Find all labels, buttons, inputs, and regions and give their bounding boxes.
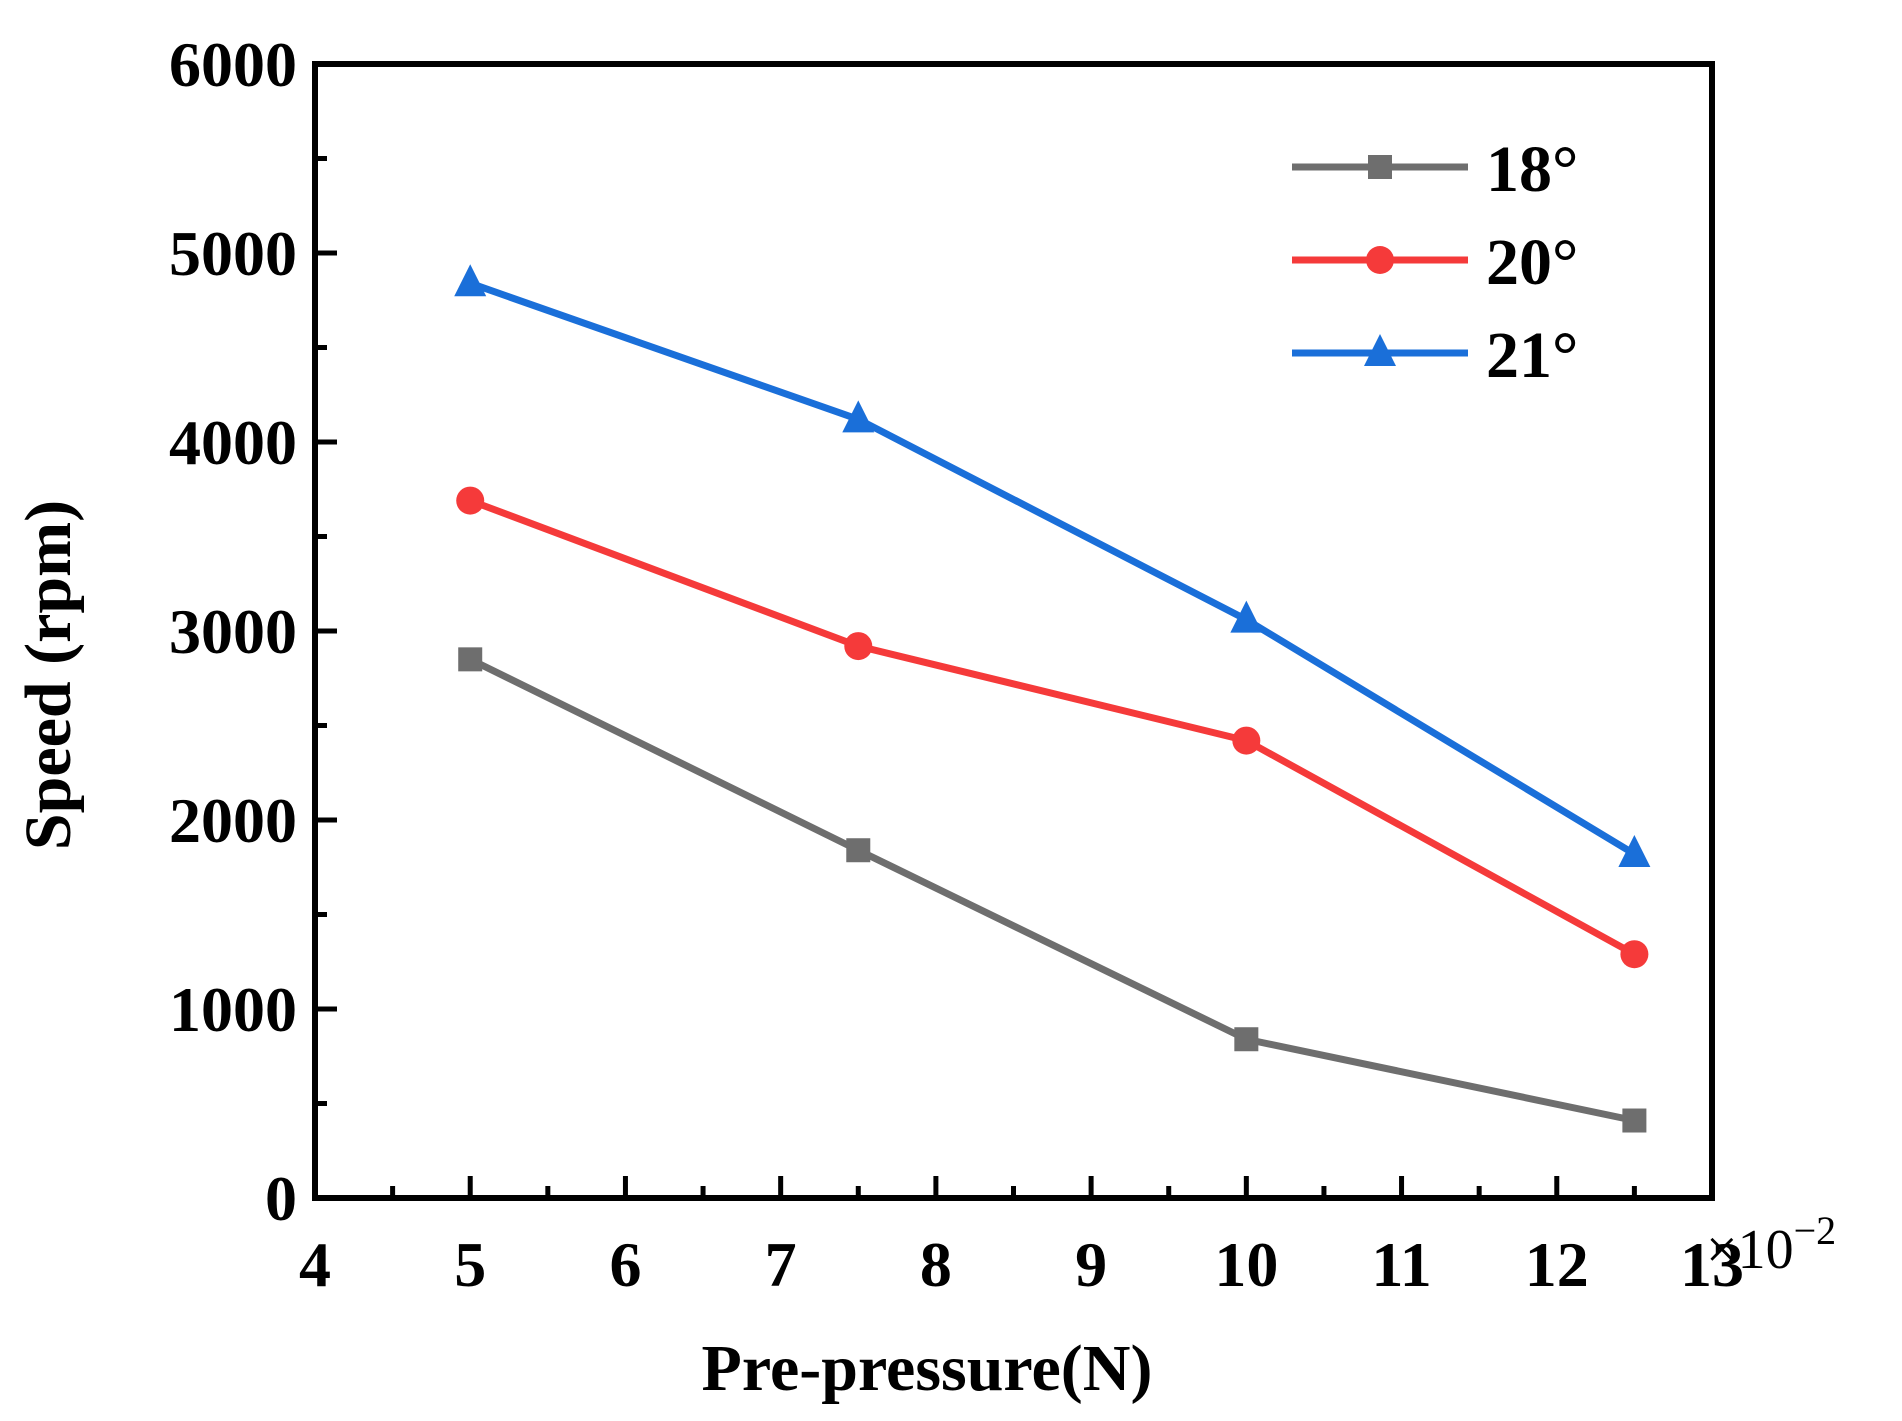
data-point (456, 486, 485, 515)
legend-item: 21° (1292, 319, 1578, 392)
y-axis-title: Speed (rpm) (12, 500, 85, 850)
legend-item: 20° (1292, 226, 1578, 299)
legend-item: 18° (1292, 133, 1578, 206)
x-tick-label: 4 (299, 1229, 331, 1300)
x-multiplier-exponent: −2 (1794, 1208, 1837, 1253)
legend-label: 18° (1486, 133, 1578, 206)
x-tick-label: 5 (454, 1229, 486, 1300)
y-tick-label: 5000 (169, 218, 297, 289)
x-axis-multiplier: ×10−2 (1706, 1208, 1836, 1281)
data-point (454, 264, 487, 297)
series-20deg (456, 486, 1649, 969)
data-point (1230, 600, 1263, 633)
series-18deg (458, 647, 1647, 1133)
data-point (842, 400, 875, 433)
y-tick-label: 2000 (169, 785, 297, 856)
data-point (1232, 726, 1261, 755)
data-point (458, 647, 483, 672)
x-tick-label: 8 (920, 1229, 952, 1300)
data-point (1620, 940, 1649, 969)
x-multiplier-base: ×10 (1706, 1219, 1794, 1281)
legend-marker (1366, 246, 1394, 274)
y-tick-label: 0 (265, 1163, 297, 1234)
x-tick-label: 12 (1525, 1229, 1589, 1300)
y-tick-label: 1000 (169, 974, 297, 1045)
x-tick-label: 6 (609, 1229, 641, 1300)
series-line (469, 279, 1637, 858)
x-tick-label: 10 (1214, 1229, 1278, 1300)
y-tick-label: 4000 (169, 407, 297, 478)
series-line (468, 656, 1636, 1124)
series-21deg (454, 264, 1651, 868)
legend-label: 20° (1486, 226, 1578, 299)
y-tick-label: 3000 (169, 596, 297, 667)
x-tick-label: 7 (765, 1229, 797, 1300)
x-tick-label: 13 (1680, 1229, 1744, 1300)
data-point (1622, 1108, 1647, 1133)
data-point (1234, 1027, 1259, 1052)
data-point (846, 838, 871, 863)
y-tick-label: 6000 (169, 29, 297, 100)
legend-marker (1364, 334, 1396, 366)
series-line (468, 497, 1637, 958)
legend-marker (1368, 155, 1392, 179)
data-point (844, 632, 873, 661)
x-tick-label: 9 (1075, 1229, 1107, 1300)
data-point (1618, 835, 1651, 868)
x-axis-title: Pre-pressure(N) (702, 1332, 1153, 1405)
x-tick-label: 11 (1371, 1229, 1431, 1300)
legend: 18° 20° 21° (1292, 133, 1578, 392)
legend-label: 21° (1486, 319, 1578, 392)
